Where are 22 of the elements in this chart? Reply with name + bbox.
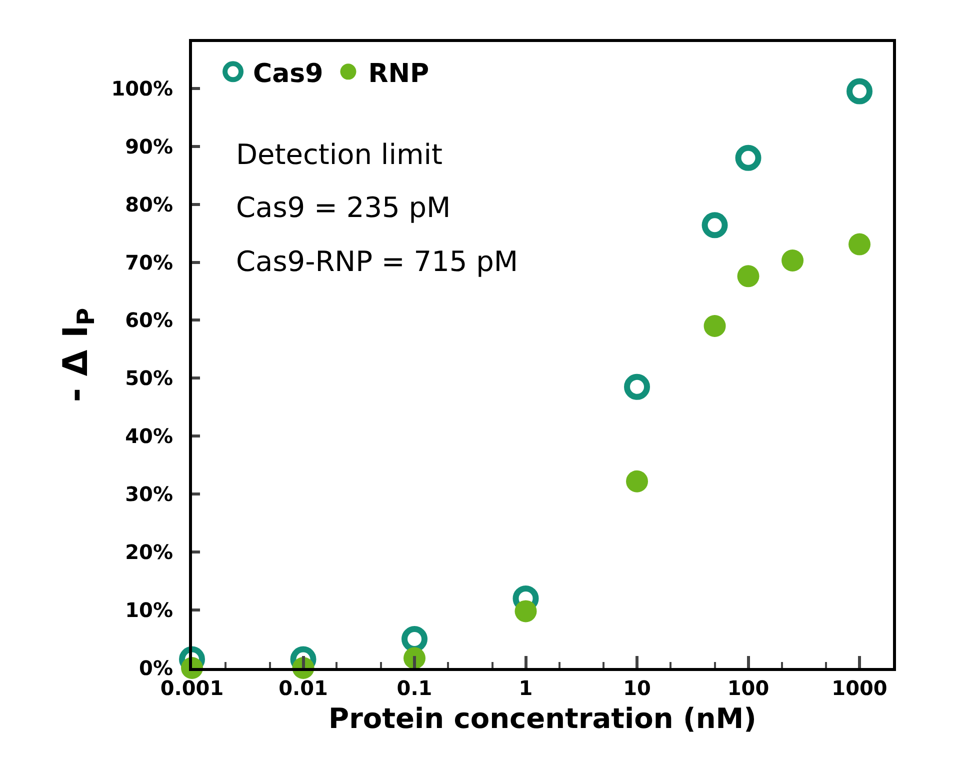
y-tick-label: 100% — [111, 76, 173, 100]
legend-label: RNP — [368, 58, 430, 89]
y-tick-label: 90% — [125, 134, 173, 158]
x-tick-label: 1 — [518, 676, 533, 700]
x-tick-label: 10 — [623, 676, 651, 700]
y-tick-label: 10% — [125, 598, 173, 622]
x-tick-label: 1000 — [832, 676, 888, 700]
y-tick-label: 60% — [125, 308, 173, 332]
y-tick-label: 70% — [125, 250, 173, 274]
legend-label: Cas9 — [253, 58, 324, 89]
annotation: Detection limit — [236, 138, 443, 171]
y-tick-label: 30% — [125, 482, 173, 506]
x-tick-label: 0.01 — [278, 676, 328, 700]
x-tick-label: 100 — [727, 676, 770, 700]
y-tick-label: 20% — [125, 540, 173, 564]
y-tick-label: 80% — [125, 192, 173, 216]
x-axis-title: Protein concentration (nM) — [328, 702, 756, 736]
annotation: Cas9-RNP = 715 pM — [236, 245, 518, 278]
y-tick-label: 50% — [125, 366, 173, 390]
annotation: Cas9 = 235 pM — [236, 191, 451, 224]
y-tick-label: 40% — [125, 424, 173, 448]
x-tick-label: 0.1 — [396, 676, 432, 700]
